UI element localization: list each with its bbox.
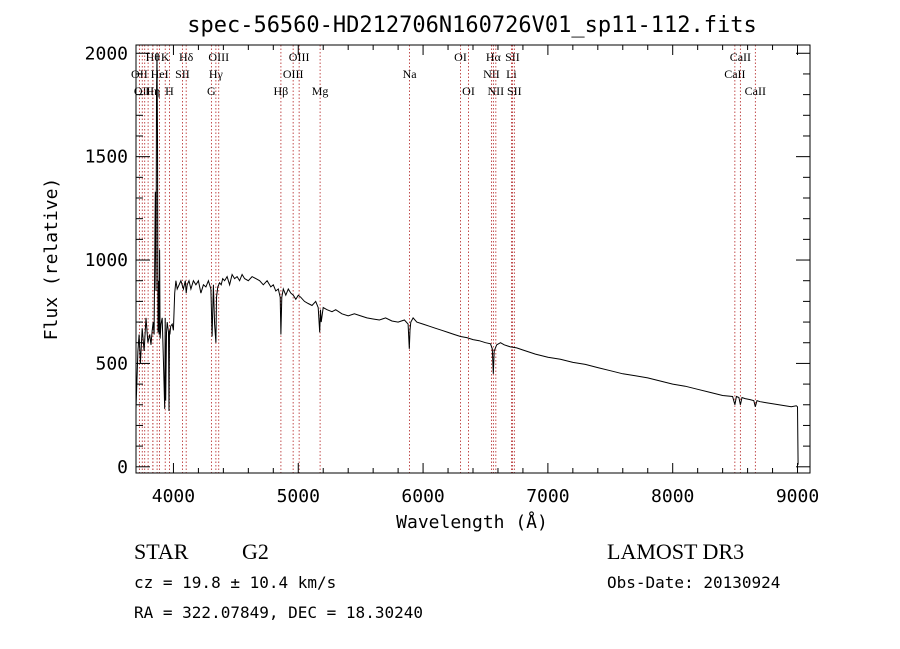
y-axis-label: Flux (relative) [41, 178, 62, 341]
y-tick-label: 2000 [85, 43, 128, 64]
line-marker-label: Mg [312, 84, 329, 98]
line-marker-label: CaII [730, 50, 751, 64]
y-tick-label: 500 [95, 353, 128, 374]
x-tick-label: 9000 [776, 486, 819, 507]
x-tick-label: 5000 [277, 486, 320, 507]
axis-ticks: 4000 5000 6000 7000 8000 9000 0 500 1000 1500 2000 [85, 43, 820, 507]
obs-date: Obs-Date: 20130924 [607, 573, 781, 592]
line-marker-label: NII [488, 84, 505, 98]
line-marker-label: OIII [208, 50, 229, 64]
line-marker-label: Na [403, 67, 418, 81]
line-marker-label: Hα [486, 50, 502, 64]
line-marker-label: H [165, 84, 174, 98]
y-tick-label: 0 [117, 457, 128, 478]
line-marker-label: OIII [283, 67, 304, 81]
line-marker-label: Hδ [179, 50, 194, 64]
line-marker-label: OIII [289, 50, 310, 64]
line-marker-label: Hβ [274, 84, 289, 98]
x-axis-label: Wavelength (Å) [396, 511, 548, 533]
line-marker-label: K [161, 50, 170, 64]
object-class: STAR [134, 539, 189, 564]
plot-frame [135, 44, 811, 474]
line-marker-label: SII [175, 67, 190, 81]
spectrum-line [135, 53, 799, 465]
line-marker-label: OI [462, 84, 475, 98]
line-marker-label: HeI [151, 67, 169, 81]
line-marker-label: SII [507, 84, 522, 98]
line-marker-label: CaII [745, 84, 766, 98]
redshift-readout: cz = 19.8 ± 10.4 km/s [134, 573, 337, 592]
x-tick-label: 4000 [152, 486, 195, 507]
subclass: G2 [242, 539, 269, 564]
line-marker-label: SII [505, 50, 520, 64]
spectral-line-markers: OIIOIIHθHηHeIKHSIIHδGHγOIIIHβOIIIOIIIMgN… [131, 45, 766, 473]
survey-name: LAMOST DR3 [607, 539, 745, 564]
y-tick-label: 1000 [85, 250, 128, 271]
line-marker-label: Li [506, 67, 517, 81]
x-tick-label: 6000 [401, 486, 444, 507]
chart-title: spec-56560-HD212706N160726V01_sp11-112.f… [187, 13, 757, 38]
x-tick-label: 8000 [651, 486, 694, 507]
line-marker-label: OI [454, 50, 467, 64]
coordinates-readout: RA = 322.07849, DEC = 18.30240 [134, 603, 423, 622]
line-marker-label: NII [483, 67, 500, 81]
line-marker-label: CaII [724, 67, 745, 81]
y-tick-label: 1500 [85, 147, 128, 168]
line-marker-label: Hγ [209, 67, 224, 81]
x-tick-label: 7000 [526, 486, 569, 507]
line-marker-label: G [207, 84, 216, 98]
line-marker-label: Hη [145, 84, 160, 98]
